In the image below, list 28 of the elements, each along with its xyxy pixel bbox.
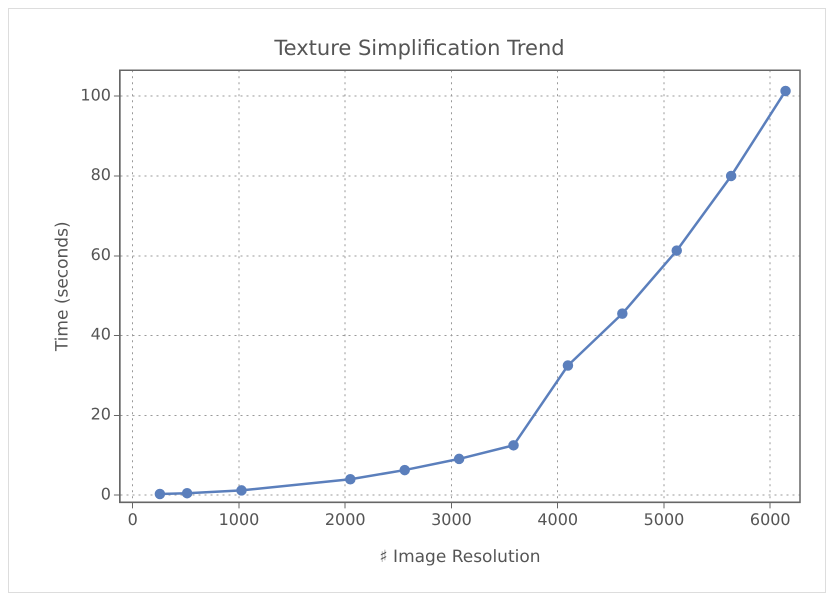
point bbox=[726, 170, 736, 182]
point bbox=[617, 308, 628, 319]
y-tick-label: 100 bbox=[80, 85, 111, 104]
point bbox=[454, 454, 464, 464]
point bbox=[671, 245, 682, 256]
x-tick-label: 4000 bbox=[537, 510, 578, 530]
point bbox=[399, 464, 410, 476]
x-tick-label: 3000 bbox=[431, 510, 472, 530]
point bbox=[562, 360, 574, 371]
y-axis-title: Time (seconds) bbox=[52, 221, 73, 352]
point bbox=[508, 440, 519, 451]
point bbox=[154, 488, 166, 500]
point bbox=[345, 474, 356, 485]
y-tick-label: 0 bbox=[100, 484, 111, 504]
y-tick-label: 20 bbox=[90, 404, 111, 424]
point bbox=[236, 485, 247, 496]
y-tick-label: 80 bbox=[90, 165, 111, 184]
y-tick-label: 60 bbox=[90, 244, 111, 264]
point bbox=[780, 86, 791, 96]
x-axis-title: ♯ Image Resolution bbox=[379, 547, 541, 568]
y-tick-label: 40 bbox=[90, 324, 111, 344]
x-tick-label: 2000 bbox=[324, 510, 366, 530]
x-tick-label: 0 bbox=[128, 510, 138, 530]
point bbox=[182, 488, 192, 498]
x-tick-label: 5000 bbox=[644, 510, 684, 530]
x-tick-label: 6000 bbox=[750, 510, 791, 530]
chart-title: Texture Simplification Trend bbox=[273, 36, 565, 60]
x-tick-label: 1000 bbox=[218, 510, 260, 530]
